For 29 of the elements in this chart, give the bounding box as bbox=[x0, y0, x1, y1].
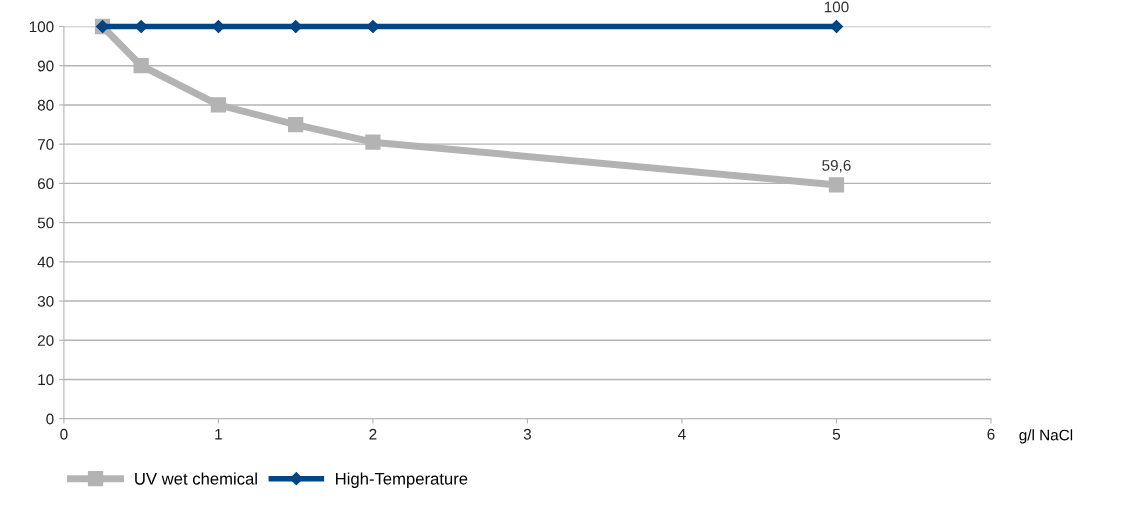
legend-label: UV wet chemical bbox=[135, 472, 257, 485]
legend-label: High-Temperature bbox=[336, 472, 468, 488]
y-tick-label: 0 bbox=[46, 413, 54, 425]
x-tick-label: 5 bbox=[832, 428, 841, 440]
point bbox=[366, 19, 380, 34]
x-tick-label: 6 bbox=[987, 428, 995, 440]
y-tick-label: 40 bbox=[37, 256, 54, 268]
y-tick-label: 100 bbox=[29, 21, 54, 33]
x-tick-label: 2 bbox=[369, 428, 377, 440]
point bbox=[133, 58, 149, 74]
y-tick-label: 20 bbox=[37, 335, 54, 346]
y-tick-label: 80 bbox=[37, 99, 54, 111]
y-tick-label: 60 bbox=[37, 178, 54, 190]
data-label: 100 bbox=[824, 1, 849, 13]
point bbox=[210, 97, 227, 113]
y-tick-label: 30 bbox=[37, 295, 54, 307]
x-tick-label: 3 bbox=[523, 428, 532, 440]
y-tick-label: 10 bbox=[38, 374, 54, 386]
point bbox=[828, 177, 845, 193]
x-tick-label: 1 bbox=[215, 428, 222, 440]
data-label: 59,6 bbox=[822, 160, 851, 173]
point bbox=[365, 134, 381, 150]
y-tick-label: 50 bbox=[37, 217, 54, 229]
x-tick-label: 4 bbox=[678, 428, 686, 440]
x-tick-label: 0 bbox=[60, 428, 68, 440]
y-tick-label: 90 bbox=[37, 60, 54, 72]
y-tick-label: 70 bbox=[37, 139, 54, 150]
point bbox=[288, 116, 304, 133]
x-axis-title: g/l NaCl bbox=[1019, 429, 1073, 444]
